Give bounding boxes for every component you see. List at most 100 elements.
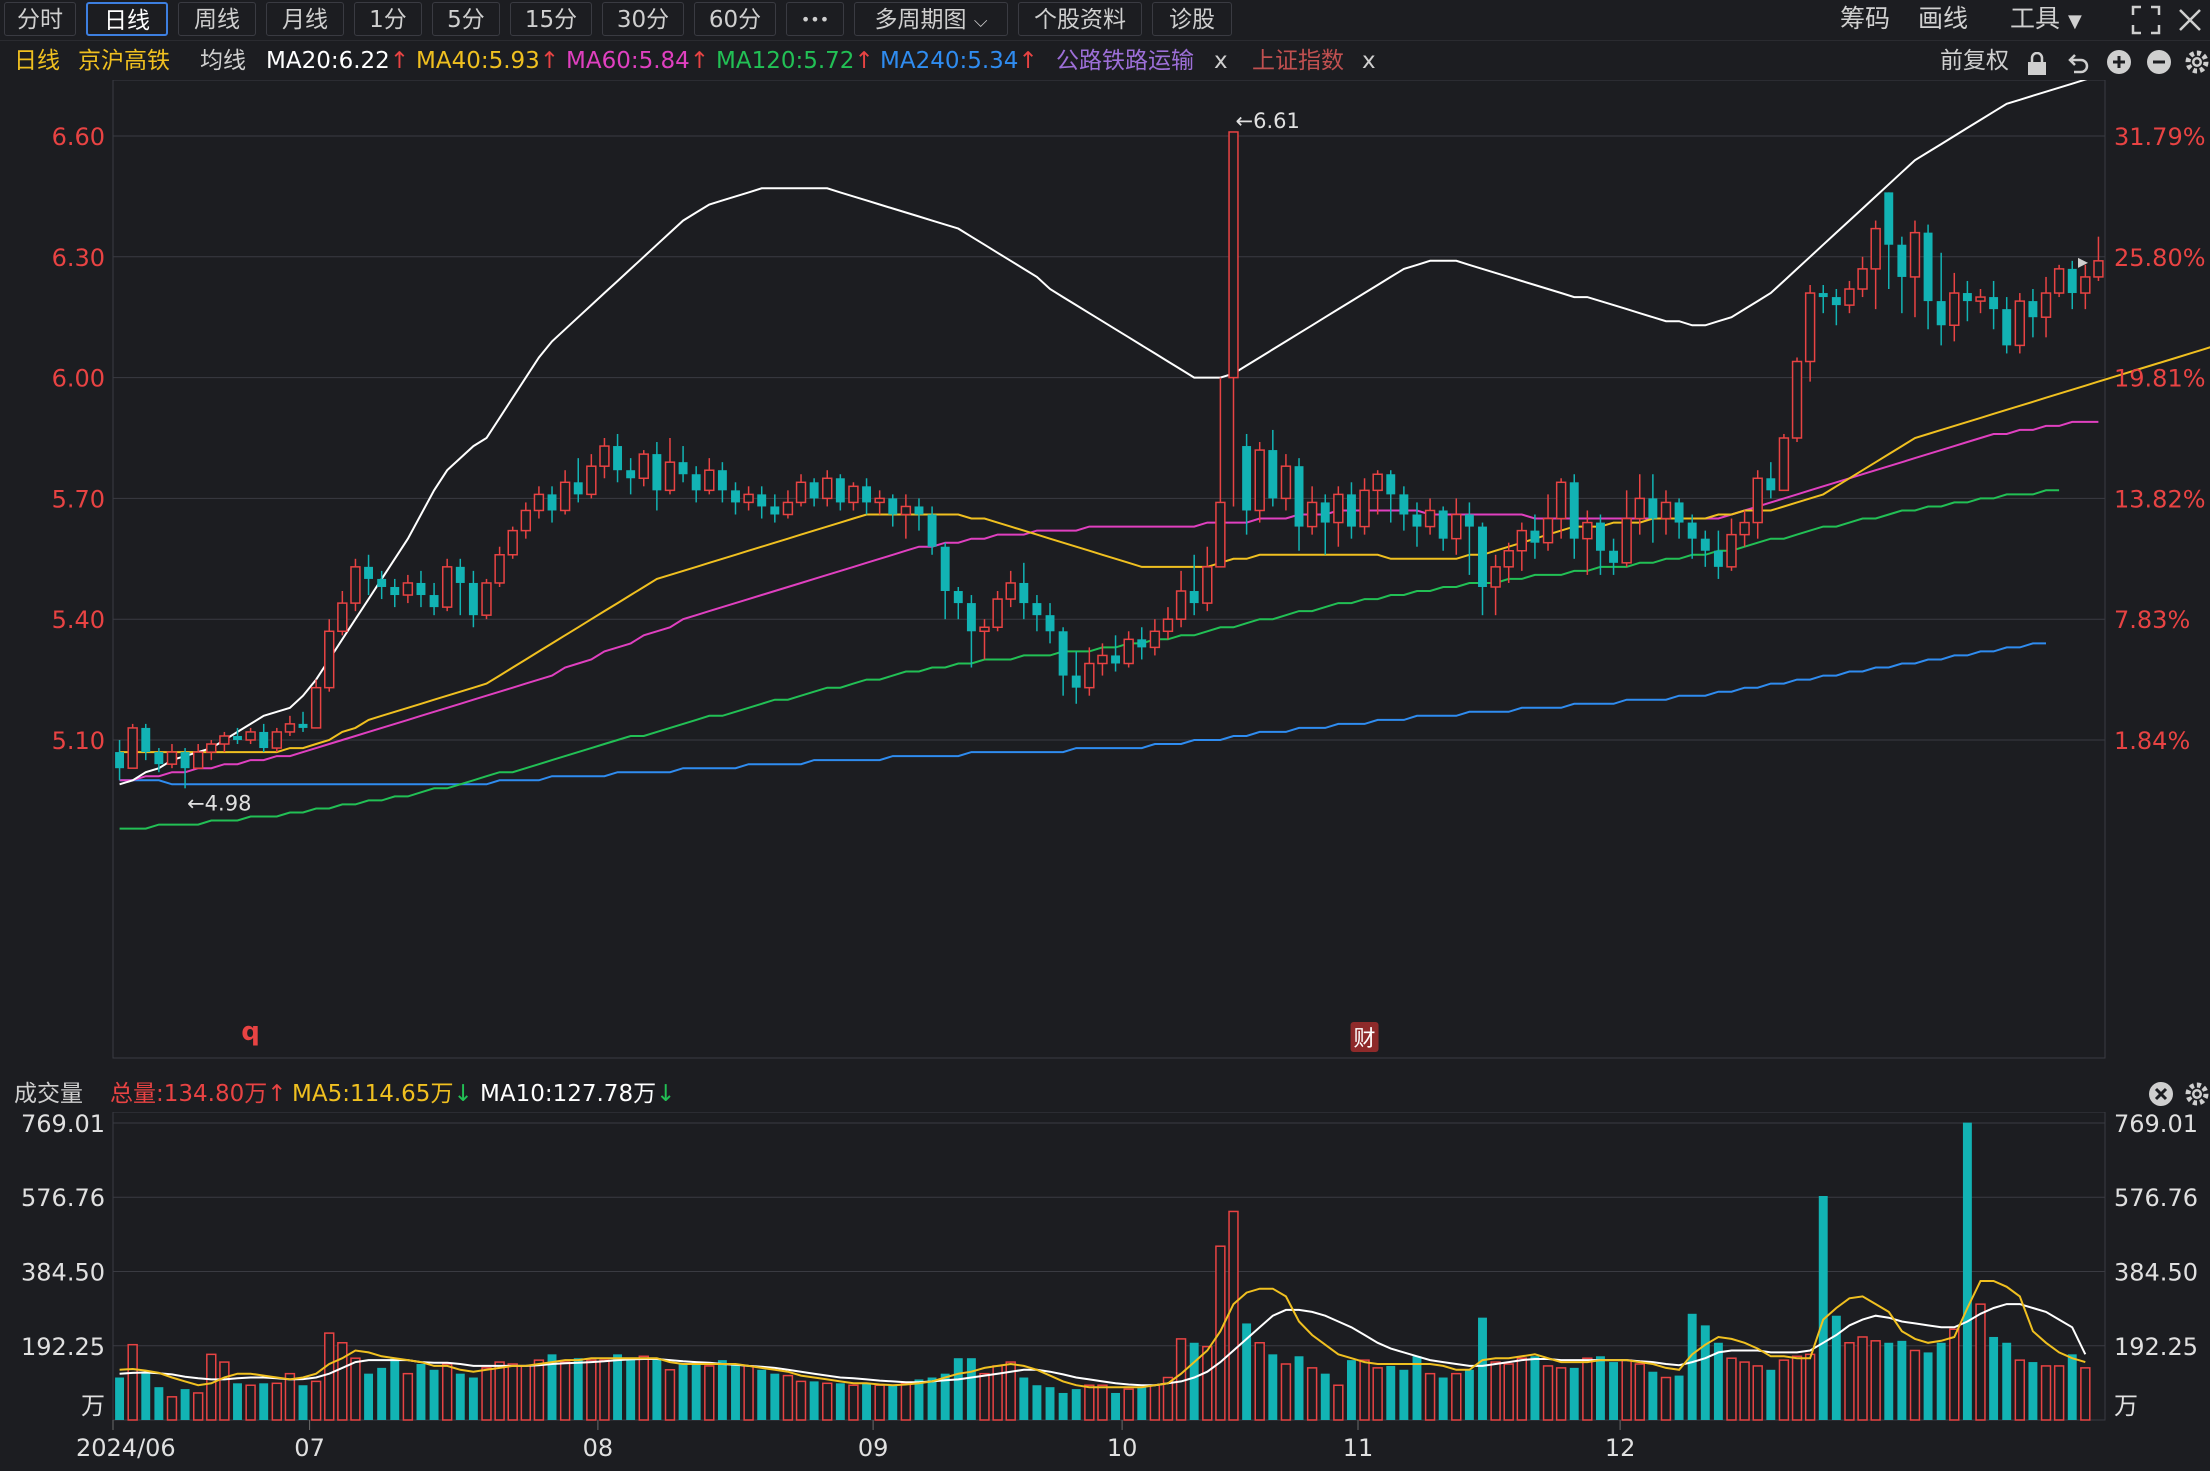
ma60-legend: MA60:5.84↑	[566, 42, 709, 80]
candle-body-up	[402, 582, 414, 596]
volume-chart[interactable]: 769.01 769.01 576.76 576.76 384.50 384.50 192.…	[0, 1112, 2210, 1471]
volume-bar-down	[2028, 1362, 2038, 1420]
tab-5min[interactable]: 5分	[432, 2, 500, 36]
tab-1min[interactable]: 1分	[354, 2, 422, 36]
candle-body-up	[1123, 638, 1134, 665]
candle-body-up	[1844, 288, 1855, 306]
candle-body-down	[1818, 293, 1828, 298]
overlay-sector-close[interactable]: x	[1214, 48, 1228, 74]
overlay-index-close[interactable]: x	[1362, 48, 1376, 74]
volume-bar-up	[1123, 1388, 1134, 1421]
close-icon[interactable]	[2176, 6, 2204, 34]
expand-icon[interactable]	[2130, 4, 2162, 36]
candle-body-down	[1609, 550, 1619, 563]
volume-tick-label: 384.50	[21, 1259, 105, 1287]
tab-weekly[interactable]: 周线	[178, 2, 256, 36]
volume-bar-up	[1503, 1363, 1514, 1421]
price-tick-label: 6.60	[52, 123, 105, 151]
volume-tick-label: 192.25	[21, 1333, 105, 1361]
tab-30min[interactable]: 30分	[602, 2, 684, 36]
tab-timeshare[interactable]: 分时	[4, 2, 76, 36]
candle-body-up	[494, 554, 505, 584]
percent-tick-label: 7.83%	[2114, 606, 2190, 634]
candle-body-up	[284, 723, 296, 733]
adjust-dropdown[interactable]: 前复权	[1940, 48, 2009, 74]
volume-bar-up	[1726, 1357, 1737, 1421]
zoom-in-icon[interactable]	[2106, 49, 2132, 87]
volume-bar-down	[691, 1362, 701, 1420]
volume-bar-down	[1831, 1315, 1841, 1420]
overlay-index[interactable]: 上证指数	[1252, 48, 1344, 74]
x-axis-label: 08	[583, 1434, 614, 1462]
volume-tick-label: 576.76	[21, 1184, 105, 1212]
candle-body-up	[979, 626, 990, 633]
tab-daily[interactable]: 日线	[86, 2, 168, 36]
volume-bar-up	[1844, 1342, 1855, 1421]
candle-body-up	[1739, 521, 1750, 536]
volume-bar-down	[1648, 1371, 1658, 1420]
volume-bar-up	[1582, 1357, 1593, 1421]
candle-body-down	[259, 731, 269, 749]
event-marker-finance: 财	[1354, 1027, 1376, 1052]
more-periods-button[interactable]: •••	[786, 2, 844, 36]
multi-period-label: 多周期图	[874, 7, 967, 33]
candle-body-down	[862, 486, 872, 503]
ma240-line	[119, 642, 2046, 786]
stock-name: 京沪高铁	[78, 48, 170, 74]
volume-bar-down	[1687, 1313, 1697, 1420]
volume-bar-down	[652, 1358, 662, 1420]
undo-icon[interactable]	[2066, 50, 2090, 88]
volume-bar-up	[1516, 1357, 1528, 1421]
candle-body-up	[166, 751, 178, 765]
volume-bar-up	[848, 1384, 859, 1421]
gear-icon[interactable]	[2184, 49, 2210, 87]
avg-label: 均线	[200, 48, 246, 74]
percent-tick-label: 13.82%	[2114, 485, 2206, 513]
volume-bar-down	[377, 1367, 387, 1420]
candle-body-down	[809, 482, 819, 499]
draw-line-button[interactable]: 画线	[1918, 4, 1969, 33]
candle-body-up	[1202, 566, 1213, 604]
candle-body-up	[782, 501, 794, 516]
volume-bar-down	[259, 1383, 269, 1420]
multi-period-dropdown[interactable]: 多周期图 ⌵	[854, 2, 1008, 36]
candle-body-up	[481, 582, 492, 616]
tools-dropdown[interactable]: 工具 ▼	[2010, 2, 2082, 36]
volume-ma5: MA5:114.65万↓	[292, 1076, 473, 1112]
volume-bar-down	[1530, 1356, 1540, 1420]
percent-tick-label: 31.79%	[2114, 123, 2206, 151]
overlay-sector[interactable]: 公路铁路运输	[1056, 48, 1194, 74]
volume-gear-icon[interactable]	[2184, 1081, 2210, 1118]
tab-monthly[interactable]: 月线	[266, 2, 344, 36]
x-axis-label: 10	[1107, 1434, 1138, 1462]
volume-bar-down	[1346, 1360, 1356, 1420]
chips-button[interactable]: 筹码	[1840, 4, 1891, 33]
candle-body-down	[1569, 482, 1579, 539]
volume-bar-down	[455, 1373, 465, 1420]
down-arrow-icon: ↓	[656, 1081, 676, 1107]
lock-icon[interactable]	[2026, 50, 2048, 88]
candle-body-down	[1700, 538, 1710, 551]
candle-body-up	[1005, 582, 1016, 600]
kline-chart[interactable]: 6.60 31.79% 6.30 25.80% 6.00 19.81% 5.70 13.82%…	[0, 80, 2210, 1080]
volume-bar-up	[743, 1365, 754, 1421]
volume-bar-down	[547, 1354, 557, 1420]
volume-bar-down	[2002, 1342, 2012, 1420]
volume-bar-up	[1162, 1376, 1174, 1421]
tab-60min[interactable]: 60分	[694, 2, 776, 36]
diagnose-button[interactable]: 诊股	[1152, 2, 1232, 36]
x-axis-label: 2024/06	[76, 1434, 176, 1462]
volume-bar-down	[862, 1383, 872, 1420]
zoom-out-icon[interactable]	[2146, 49, 2172, 87]
volume-bar-down	[927, 1377, 937, 1420]
tab-15min[interactable]: 15分	[510, 2, 592, 36]
volume-bar-up	[219, 1361, 230, 1421]
candle-body-down	[1111, 655, 1121, 664]
volume-bar-up	[1451, 1372, 1462, 1421]
volume-bar-down	[1137, 1387, 1147, 1420]
stock-info-button[interactable]: 个股资料	[1018, 2, 1142, 36]
volume-bar-up	[900, 1382, 912, 1421]
volume-close-icon[interactable]	[2148, 1081, 2174, 1118]
candle-body-down	[1346, 494, 1356, 527]
candle-body-down	[927, 514, 937, 547]
